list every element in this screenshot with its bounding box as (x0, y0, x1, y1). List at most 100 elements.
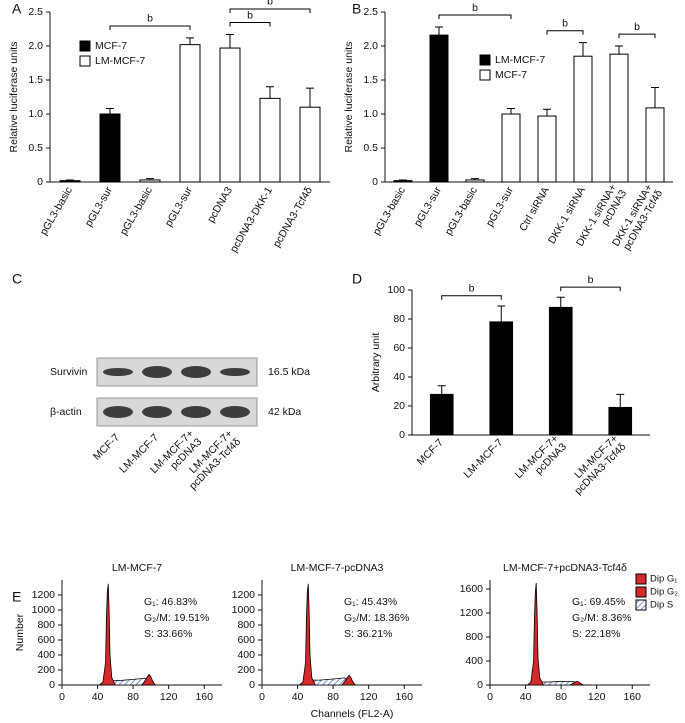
chart-title: LM-MCF-7+pcDNA3-Tcf4δ (503, 562, 627, 574)
error-bar (616, 393, 625, 408)
error-bar (615, 45, 623, 55)
y-tick-label: 0 (49, 679, 55, 691)
error-bar (266, 86, 274, 99)
blot-band (142, 366, 172, 378)
significance-bracket (229, 22, 271, 27)
annotation: G₁: 46.83% (144, 596, 197, 608)
x-tick-label: LM-MCF-7+pcDNA3 (512, 432, 569, 489)
bar (219, 47, 241, 183)
x-tick-label: MCF-7 (415, 436, 446, 467)
error-bar (106, 108, 114, 114)
y-tick-label: 1.5 (28, 74, 43, 86)
significance-label: b (472, 2, 478, 14)
legend-label: MCF-7 (495, 69, 527, 81)
y-tick-label: 0 (477, 679, 483, 691)
annotation: G₁: 69.45% (572, 596, 625, 608)
y-tick-label: 400 (465, 655, 483, 667)
blot-band (103, 368, 133, 376)
significance-bracket (546, 30, 584, 35)
blot-band (103, 406, 133, 418)
error-bar (226, 33, 234, 49)
significance-bracket (441, 295, 502, 300)
y-axis-label: Arbitrary unit (370, 333, 382, 393)
error-bar (651, 86, 659, 108)
chart-title: LM-MCF-7-pcDNA3 (291, 562, 384, 574)
y-tick-label: 1000 (32, 604, 56, 616)
histogram-area (341, 674, 357, 686)
x-tick-label: 160 (195, 691, 213, 703)
bar (501, 113, 521, 183)
x-tick-label: pcDNA3-Tcf4δ (271, 185, 315, 250)
bar (429, 393, 454, 436)
legend-swatch (479, 69, 491, 81)
bar (393, 180, 413, 183)
y-tick-label: 400 (37, 649, 55, 661)
bar (465, 179, 485, 183)
bar (548, 306, 573, 436)
legend-label: LM-MCF-7 (495, 54, 545, 66)
legend-swatch (79, 55, 91, 67)
blot-size-label: 42 kDa (268, 406, 301, 418)
bar (59, 180, 81, 183)
x-tick-label: LM-MCF-7+pcDNA3-Tcf4δ (564, 432, 629, 497)
legend-swatch (635, 573, 647, 585)
x-tick-label: 40 (292, 691, 304, 703)
legend-label: Dip S (650, 600, 673, 611)
y-tick-label: 1.5 (363, 74, 378, 86)
y-tick-label: 0 (399, 429, 405, 441)
chart-title: LM-MCF-7 (112, 562, 162, 574)
bar (99, 113, 121, 183)
x-tick-label: 0 (259, 691, 265, 703)
bar (259, 97, 281, 183)
histogram-area (526, 582, 544, 686)
y-tick-label: 0.5 (28, 142, 43, 154)
x-axis-label: Channels (FL2-A) (311, 708, 394, 720)
panel-label: D (352, 271, 362, 287)
bar (537, 115, 557, 183)
annotation: G₁: 45.43% (344, 596, 397, 608)
bar (609, 53, 629, 183)
error-bar (435, 26, 443, 36)
x-tick-label: pGL3-basic (371, 185, 408, 238)
y-tick-label: 80 (393, 313, 405, 325)
significance-label: b (634, 21, 640, 33)
y-tick-label: 1200 (232, 589, 256, 601)
y-tick-label: 1600 (460, 583, 484, 595)
y-tick-label: 0 (37, 176, 43, 188)
y-tick-label: 200 (237, 664, 255, 676)
bar (489, 321, 514, 436)
annotation: G₂/M: 8.36% (572, 612, 632, 624)
x-tick-label: 80 (127, 691, 139, 703)
histogram-area (98, 583, 116, 686)
error-bar (306, 87, 314, 108)
y-tick-label: 1200 (460, 607, 484, 619)
panel-label: C (12, 271, 22, 287)
y-tick-label: 800 (465, 631, 483, 643)
bar (299, 106, 321, 183)
x-tick-label: pGL3-sur (484, 184, 517, 228)
y-tick-label: 800 (237, 619, 255, 631)
legend-swatch (79, 40, 91, 52)
annotation: S: 22.18% (572, 628, 620, 640)
error-bar (543, 108, 551, 117)
x-tick-label: 120 (360, 691, 378, 703)
error-bar (66, 179, 74, 181)
significance-bracket (438, 14, 512, 20)
legend-swatch (635, 599, 647, 611)
y-axis-label: Number (14, 613, 26, 651)
histogram-area (298, 583, 316, 686)
x-tick-label: 120 (588, 691, 606, 703)
y-axis-label: Relative luciferase units (8, 42, 20, 153)
significance-label: b (469, 283, 475, 295)
x-tick-label: 80 (555, 691, 567, 703)
x-tick-label: pGL3-sur (163, 184, 196, 228)
legend-label: LM-MCF-7 (95, 55, 145, 67)
y-tick-label: 600 (237, 634, 255, 646)
error-bar (579, 42, 587, 57)
x-tick-label: 40 (92, 691, 104, 703)
significance-bracket (229, 8, 311, 13)
y-tick-label: 2.5 (28, 6, 43, 18)
lane-label: MCF-7 (91, 431, 122, 462)
x-tick-label: pGL3-basic (38, 185, 75, 238)
